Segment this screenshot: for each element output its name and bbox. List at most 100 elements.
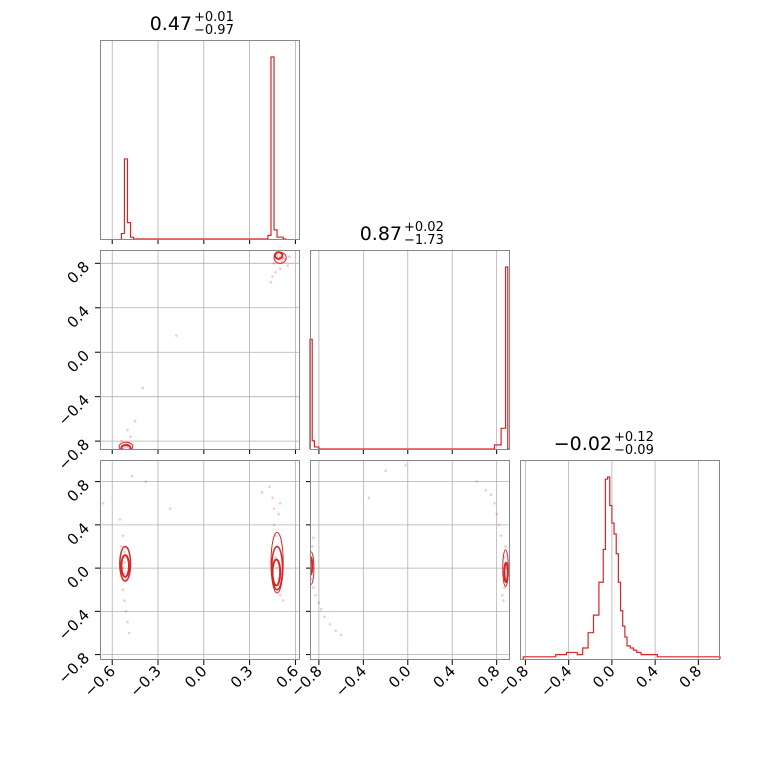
param-title-minus-0: −0.97: [194, 23, 234, 38]
scatter-point: [260, 491, 264, 494]
scatter-point: [319, 607, 323, 611]
panel-frame-2-0: [100, 460, 300, 660]
density-contour: [120, 444, 132, 450]
scatter-point: [120, 439, 123, 443]
scatter-point: [339, 633, 343, 637]
scatter-point: [274, 270, 277, 274]
scatter-point: [121, 534, 125, 537]
scatter-point: [280, 259, 283, 263]
scatter-point: [278, 593, 282, 597]
scatter-point: [497, 523, 501, 527]
y-tick-label: 0.0: [63, 347, 93, 377]
density-contour: [119, 545, 132, 582]
scatter-point: [272, 262, 276, 265]
param-title-minus-1: −1.73: [404, 233, 444, 248]
scatter-point: [126, 428, 129, 432]
density-contour: [310, 551, 315, 585]
x-tick-label: −0.3: [126, 662, 164, 700]
x-tick-label: −0.4: [332, 662, 370, 700]
scatter-point: [141, 386, 145, 390]
x-tick-label: 0.0: [589, 662, 619, 692]
scatter-point: [314, 593, 317, 597]
histogram-step-1: [309, 266, 510, 450]
scatter-point: [312, 586, 315, 589]
x-tick-label: 0.0: [385, 662, 415, 692]
scatter-point: [123, 599, 126, 602]
scatter-point: [277, 512, 280, 516]
scatter-point: [272, 507, 276, 510]
scatter-point: [275, 254, 279, 257]
y-tick-label: 0.4: [63, 519, 93, 549]
scatter-point: [278, 267, 282, 271]
scatter-point: [475, 480, 478, 483]
panel-frame-2-2: [520, 460, 720, 660]
y-tick-label: −0.8: [55, 435, 93, 473]
scatter-point: [502, 599, 505, 602]
param-title-minus-2: −0.09: [614, 443, 654, 458]
param-title-median-2: −0.02: [554, 433, 612, 455]
scatter-panel-1-0: [118, 251, 291, 450]
y-tick-label: 0.0: [63, 562, 93, 592]
scatter-point: [123, 550, 126, 554]
density-contour: [271, 545, 284, 591]
scatter-point: [129, 435, 132, 438]
x-tick-label: −0.8: [494, 662, 532, 700]
panel-frame-1-0: [100, 250, 300, 450]
x-tick-label: 0.4: [429, 662, 459, 692]
scatter-point: [123, 446, 126, 450]
scatter-point: [503, 586, 506, 589]
scatter-point: [499, 534, 503, 537]
y-tick-label: 0.8: [63, 258, 93, 288]
scatter-point: [120, 545, 123, 548]
scatter-point: [495, 512, 498, 516]
histogram-step-2: [522, 476, 721, 659]
scatter-point: [121, 588, 125, 592]
scatter-point: [271, 275, 274, 278]
scatter-point: [328, 623, 332, 626]
scatter-point: [384, 469, 387, 473]
scatter-point: [312, 536, 315, 540]
scatter-point: [133, 419, 137, 423]
param-title-median-0: 0.47: [150, 13, 192, 35]
scatter-point: [175, 334, 178, 337]
scatter-point: [323, 615, 326, 619]
scatter-point: [101, 501, 105, 505]
scatter-point: [334, 629, 337, 633]
panel-frame-0-0: [100, 40, 300, 240]
y-tick-label: −0.4: [55, 606, 93, 644]
scatter-point: [275, 566, 279, 570]
x-tick-label: 0.8: [676, 662, 706, 692]
scatter-point: [123, 561, 126, 565]
scatter-point: [271, 496, 274, 500]
scatter-point: [168, 507, 172, 510]
x-tick-label: −0.4: [537, 662, 575, 700]
histogram-step-0: [120, 56, 287, 240]
param-title-median-1: 0.87: [360, 223, 402, 245]
scatter-point: [288, 255, 291, 258]
scatter-point: [272, 523, 276, 527]
param-title-plus-0: +0.01: [194, 10, 234, 25]
scatter-panel-2-0: [101, 474, 285, 635]
density-contour: [118, 441, 134, 450]
scatter-point: [126, 620, 129, 624]
scatter-point: [281, 599, 285, 602]
param-title-plus-2: +0.12: [614, 430, 654, 445]
x-tick-label: 0.3: [227, 662, 257, 692]
panel-frame-1-1: [310, 250, 510, 450]
scatter-point: [144, 480, 148, 483]
scatter-point: [274, 555, 277, 559]
scatter-point: [127, 631, 131, 635]
scatter-point: [484, 488, 487, 492]
scatter-point: [269, 280, 273, 284]
scatter-point: [283, 257, 287, 261]
y-tick-label: 0.4: [63, 302, 93, 332]
y-tick-label: −0.4: [55, 391, 93, 429]
param-title-plus-1: +0.02: [404, 220, 444, 235]
scatter-point: [489, 493, 493, 496]
y-tick-label: 0.8: [63, 476, 93, 506]
scatter-point: [500, 593, 504, 597]
scatter-point: [278, 501, 282, 505]
x-tick-label: 0.4: [632, 662, 662, 692]
scatter-point: [404, 464, 407, 467]
